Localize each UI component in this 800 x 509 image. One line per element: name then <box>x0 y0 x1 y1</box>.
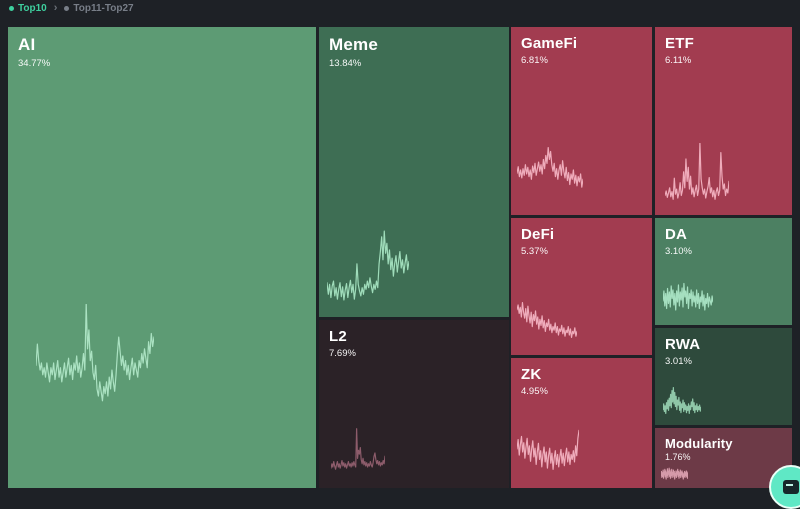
cell-label: GameFi 6.81% <box>521 35 577 66</box>
sector-name: ETF <box>665 35 694 52</box>
cell-label: Meme 13.84% <box>329 35 378 69</box>
sector-name: ZK <box>521 366 542 383</box>
cell-label: ZK 4.95% <box>521 366 548 397</box>
sector-name: DA <box>665 226 688 243</box>
sector-share: 7.69% <box>329 348 356 359</box>
sparkline-modularity <box>661 458 688 485</box>
treemap-cell-meme[interactable]: Meme 13.84% <box>319 27 509 317</box>
sector-share: 4.95% <box>521 386 548 397</box>
sparkline-zk <box>517 421 579 483</box>
treemap-cell-da[interactable]: DA 3.10% <box>655 218 792 325</box>
sparkline-meme <box>327 227 409 309</box>
sector-name: L2 <box>329 328 347 345</box>
treemap-cell-zk[interactable]: ZK 4.95% <box>511 358 652 488</box>
sector-treemap: AI 34.77% Meme 13.84% L2 7.69% GameFi 6.… <box>8 27 792 488</box>
cell-label: DeFi 5.37% <box>521 226 554 257</box>
bullet-icon <box>9 6 14 11</box>
tab-top10-label: Top10 <box>18 3 47 14</box>
cell-label: L2 7.69% <box>329 328 356 359</box>
sector-share: 6.11% <box>665 55 692 66</box>
sparkline-ai <box>36 304 154 422</box>
tab-top10[interactable]: Top10 <box>9 3 47 14</box>
treemap-cell-gamefi[interactable]: GameFi 6.81% <box>511 27 652 215</box>
treemap-cell-ai[interactable]: AI 34.77% <box>8 27 316 488</box>
chevron-right-icon: › <box>53 1 58 14</box>
sector-share: 13.84% <box>329 58 362 69</box>
bullet-icon <box>64 6 70 11</box>
tab-top11-top27[interactable]: Top11-Top27 <box>64 3 134 14</box>
sparkline-gamefi <box>517 137 583 203</box>
treemap-cell-defi[interactable]: DeFi 5.37% <box>511 218 652 355</box>
sparkline-da <box>663 271 713 321</box>
sector-share: 6.81% <box>521 55 548 66</box>
chat-icon <box>783 480 799 494</box>
tab-top11-top27-label: Top11-Top27 <box>73 3 134 14</box>
sector-share: 5.37% <box>521 246 548 257</box>
sector-name: RWA <box>665 336 701 353</box>
cell-label: ETF 6.11% <box>665 35 694 66</box>
sector-name: GameFi <box>521 35 578 52</box>
breadcrumb: Top10 › Top11-Top27 <box>9 1 134 14</box>
sector-share: 3.01% <box>665 356 692 367</box>
cell-label: AI 34.77% <box>18 35 50 69</box>
treemap-cell-modularity[interactable]: Modularity 1.76% <box>655 428 792 488</box>
sector-share: 34.77% <box>18 58 51 69</box>
treemap-cell-l2[interactable]: L2 7.69% <box>319 320 509 488</box>
sparkline-etf <box>665 143 729 207</box>
treemap-cell-etf[interactable]: ETF 6.11% <box>655 27 792 215</box>
sector-name: Meme <box>329 35 378 54</box>
sector-name: Modularity <box>665 436 733 451</box>
sector-share: 3.10% <box>665 246 692 257</box>
cell-label: DA 3.10% <box>665 226 692 257</box>
sparkline-defi <box>517 287 577 347</box>
sector-name: AI <box>18 35 36 54</box>
sparkline-l2 <box>331 426 385 480</box>
cell-label: Modularity 1.76% <box>665 436 733 462</box>
sparkline-rwa <box>663 383 701 421</box>
sector-share: 1.76% <box>665 452 691 462</box>
sector-name: DeFi <box>521 226 555 243</box>
treemap-cell-rwa[interactable]: RWA 3.01% <box>655 328 792 425</box>
chat-fab[interactable] <box>769 465 800 509</box>
cell-label: RWA 3.01% <box>665 336 700 367</box>
